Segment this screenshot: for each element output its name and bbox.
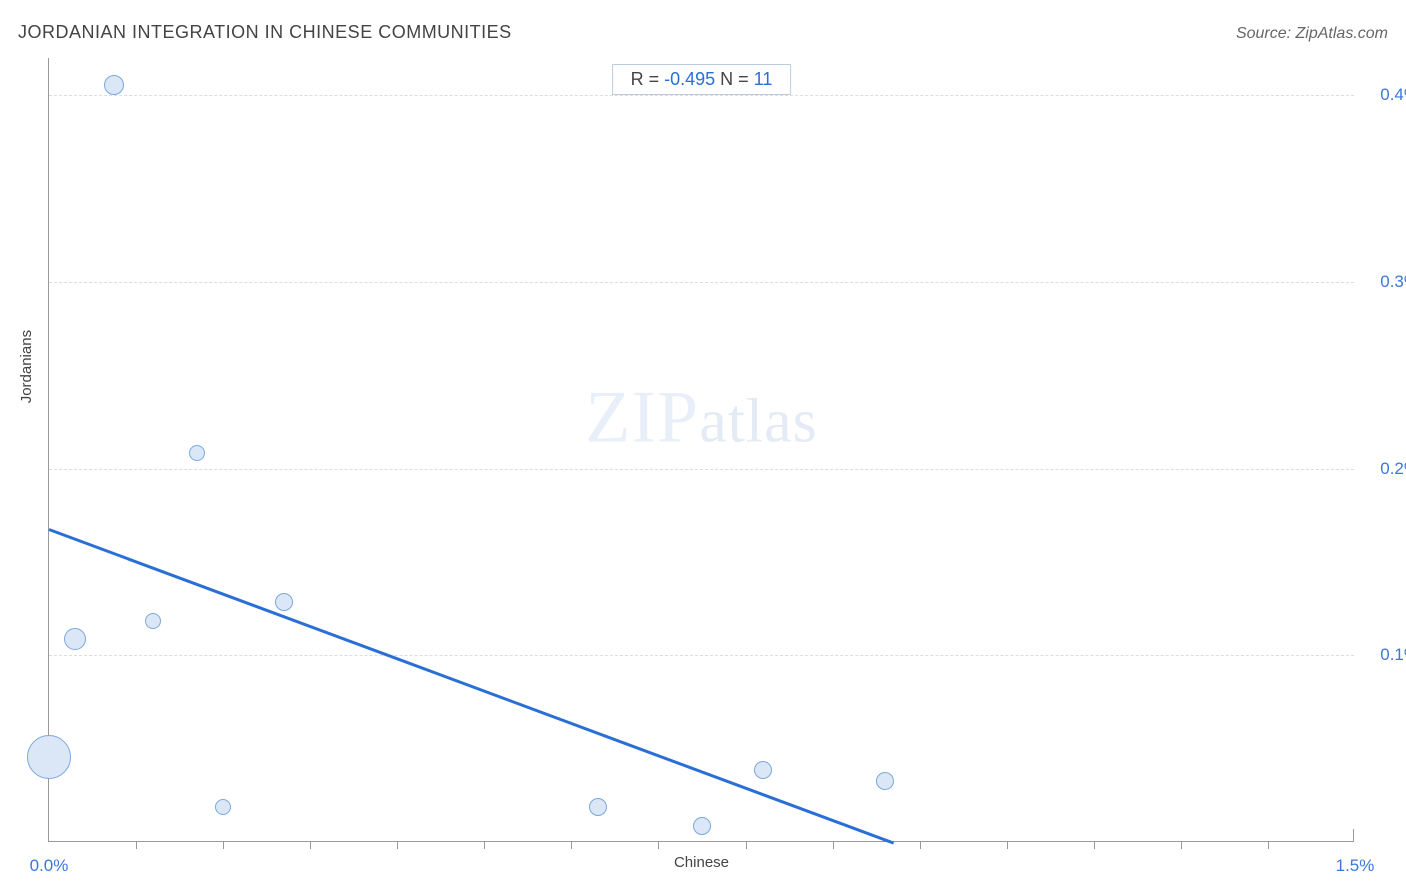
gridline — [49, 469, 1354, 470]
x-tick-label: 1.5% — [1336, 856, 1375, 876]
data-point — [145, 613, 161, 629]
r-label: R = — [631, 69, 665, 89]
gridline — [49, 655, 1354, 656]
y-tick-label: 0.2% — [1380, 459, 1406, 479]
chart-header: JORDANIAN INTEGRATION IN CHINESE COMMUNI… — [18, 22, 1388, 43]
x-tick-label: 0.0% — [30, 856, 69, 876]
trend-line — [48, 528, 894, 844]
data-point — [27, 735, 71, 779]
watermark: ZIPatlas — [585, 376, 818, 461]
x-tick — [397, 841, 398, 849]
x-tick — [484, 841, 485, 849]
x-tick — [833, 841, 834, 849]
chart-title: JORDANIAN INTEGRATION IN CHINESE COMMUNI… — [18, 22, 512, 43]
chart-source: Source: ZipAtlas.com — [1236, 25, 1388, 43]
x-tick — [1094, 841, 1095, 849]
x-tick — [658, 841, 659, 849]
stats-box: R = -0.495 N = 11 — [612, 64, 792, 95]
data-point — [64, 628, 86, 650]
r-value: -0.495 — [664, 69, 715, 89]
x-tick — [310, 841, 311, 849]
n-label: N = — [715, 69, 754, 89]
data-point — [275, 593, 293, 611]
watermark-atlas: atlas — [699, 388, 818, 456]
gridline — [49, 95, 1354, 96]
x-tick — [1007, 841, 1008, 849]
x-tick — [223, 841, 224, 849]
y-axis-label: Jordanians — [18, 330, 35, 403]
x-axis-label: Chinese — [674, 854, 729, 871]
data-point — [215, 799, 231, 815]
watermark-zip: ZIP — [585, 377, 699, 459]
y-tick-label: 0.4% — [1380, 85, 1406, 105]
x-tick — [746, 841, 747, 849]
x-tick — [1181, 841, 1182, 849]
data-point — [104, 75, 124, 95]
data-point — [693, 817, 711, 835]
data-point — [189, 445, 205, 461]
x-tick — [136, 841, 137, 849]
data-point — [589, 798, 607, 816]
y-tick-label: 0.1% — [1380, 645, 1406, 665]
y-tick-label: 0.3% — [1380, 272, 1406, 292]
data-point — [876, 772, 894, 790]
scatter-plot: ZIPatlas R = -0.495 N = 11 Chinese 0.1%0… — [48, 58, 1354, 842]
x-tick — [1268, 841, 1269, 849]
x-tick — [920, 841, 921, 849]
data-point — [754, 761, 772, 779]
n-value: 11 — [754, 69, 773, 89]
plot-right-tick — [1353, 829, 1354, 841]
x-tick — [571, 841, 572, 849]
gridline — [49, 282, 1354, 283]
